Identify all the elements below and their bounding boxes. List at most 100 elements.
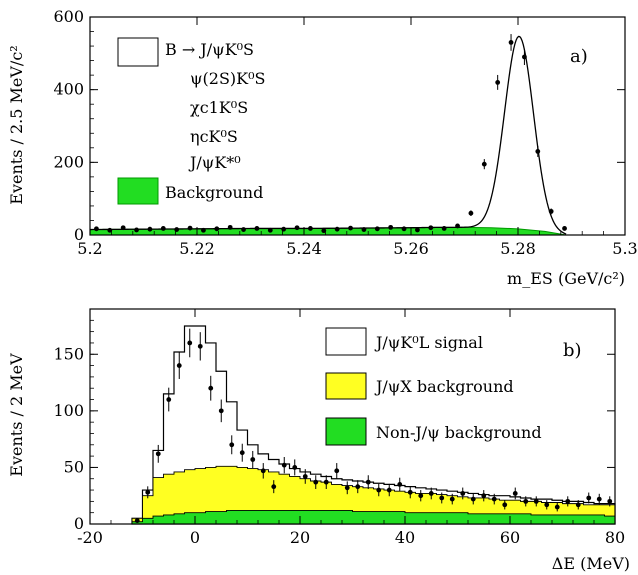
a-x-tick-label: 5.28 xyxy=(500,239,536,258)
b-legend-jpsix-label: J/ψX background xyxy=(374,377,514,396)
b-data-point xyxy=(586,495,592,501)
b-y-tick-label: 150 xyxy=(53,344,84,363)
b-data-point xyxy=(250,457,256,462)
a-data-point xyxy=(107,227,113,233)
b-data-point xyxy=(145,489,151,495)
a-data-point xyxy=(548,208,554,214)
a-data-point xyxy=(214,226,220,232)
a-data-point xyxy=(160,226,166,231)
b-data-points xyxy=(134,328,613,524)
a-x-axis-title: m_ES (GeV/c²) xyxy=(507,269,625,288)
b-plot-frame xyxy=(89,308,616,525)
a-data-point xyxy=(415,227,420,233)
b-legend-jpsix-swatch xyxy=(325,372,367,400)
a-data-point xyxy=(348,225,353,231)
a-legend-signal-5: J/ψK*⁰ xyxy=(188,153,241,172)
a-data-point xyxy=(535,149,541,154)
a-x-tick-label: 5.24 xyxy=(286,239,322,258)
a-data-point xyxy=(201,227,206,233)
b-x-tick-label: 40 xyxy=(395,528,415,547)
a-y-tick-label: 400 xyxy=(53,80,84,99)
b-data-point xyxy=(449,496,455,502)
b-data-point xyxy=(176,363,182,368)
b-data-point xyxy=(292,465,298,470)
b-data-point xyxy=(281,462,287,468)
b-data-point xyxy=(355,484,361,490)
b-data-point xyxy=(166,397,172,402)
b-y-tick-label: 0 xyxy=(74,514,84,533)
a-data-point xyxy=(120,225,126,231)
b-data-point xyxy=(491,496,497,502)
a-data-point xyxy=(281,226,287,232)
a-data-point xyxy=(481,161,487,167)
b-data-point xyxy=(607,498,613,504)
a-data-point xyxy=(134,227,139,233)
a-x-tick-label: 5.26 xyxy=(393,239,429,258)
b-data-point xyxy=(365,479,371,485)
a-x-tick-label: 5.22 xyxy=(179,239,215,258)
a-data-point xyxy=(401,226,407,232)
b-data-point xyxy=(218,408,224,414)
a-data-point xyxy=(94,226,99,232)
a-legend-signal-1: B → J/ψK⁰S xyxy=(165,40,254,59)
b-data-point xyxy=(229,442,235,448)
b-legend-nonjpsi-swatch xyxy=(325,417,367,446)
b-y-axis-title: Events / 2 MeV xyxy=(7,353,26,477)
a-data-point xyxy=(522,54,527,60)
b-data-point xyxy=(134,518,140,524)
a-legend-signal-swatch xyxy=(117,37,159,67)
b-data-point xyxy=(323,479,329,485)
b-y-tick-label: 100 xyxy=(53,401,84,420)
b-legend-signal-label: J/ψK⁰L signal xyxy=(374,333,483,352)
a-y-tick-label: 600 xyxy=(53,7,84,26)
a-data-point xyxy=(147,226,153,232)
a-legend-background-label: Background xyxy=(165,183,263,202)
b-x-tick-label: 60 xyxy=(500,528,520,547)
b-data-point xyxy=(502,502,508,508)
a-signal-layer xyxy=(89,35,567,235)
b-data-point xyxy=(575,502,581,508)
b-data-point xyxy=(155,451,161,457)
b-x-axis-title: ΔE (MeV) xyxy=(552,554,630,573)
a-x-tick-label: 5.2 xyxy=(77,239,102,258)
b-x-tick-label: 20 xyxy=(290,528,310,547)
a-data-point xyxy=(308,226,313,231)
b-data-point xyxy=(271,484,277,490)
a-y-axis-title: Events / 2.5 MeV/c² xyxy=(7,45,26,204)
a-data-point xyxy=(321,228,327,234)
b-data-point xyxy=(428,491,434,496)
b-x-tick-label: 80 xyxy=(605,528,625,547)
a-data-point xyxy=(174,227,180,232)
b-data-point xyxy=(533,498,539,504)
b-data-point xyxy=(460,491,466,496)
a-plot-frame xyxy=(89,16,626,236)
a-data-point xyxy=(455,223,460,229)
b-data-point xyxy=(260,468,266,474)
a-data-point xyxy=(468,210,474,216)
panel-a: 5.2 5.22 5.24 5.26 5.28 5.3 0 200 400 600 a) B → … xyxy=(7,7,638,288)
b-data-point xyxy=(596,496,602,502)
b-data-point xyxy=(544,502,550,508)
a-y-tick-label: 0 xyxy=(74,225,84,244)
b-data-point xyxy=(208,385,214,391)
b-data-point xyxy=(407,489,413,495)
a-legend-background-swatch xyxy=(117,177,159,205)
a-data-point xyxy=(388,224,394,230)
b-data-point xyxy=(481,493,487,499)
a-data-point xyxy=(334,226,340,232)
b-data-point xyxy=(418,493,424,499)
b-data-point xyxy=(376,487,382,493)
a-data-point xyxy=(187,225,193,231)
b-panel-tag: b) xyxy=(563,340,582,361)
b-data-point xyxy=(344,485,350,491)
a-legend-signal-3: χc1K⁰S xyxy=(190,98,248,117)
a-data-point xyxy=(227,224,233,230)
a-legend: B → J/ψK⁰S ψ(2S)K⁰S χc1K⁰S ηcK⁰S J/ψK*⁰ … xyxy=(117,37,266,205)
a-legend-signal-2: ψ(2S)K⁰S xyxy=(190,69,266,88)
a-data-point xyxy=(428,225,434,231)
b-legend: J/ψK⁰L signal J/ψX background Non-J/ψ ba… xyxy=(325,327,542,446)
a-data-point xyxy=(267,227,273,233)
b-y-tick-label: 50 xyxy=(64,457,84,476)
